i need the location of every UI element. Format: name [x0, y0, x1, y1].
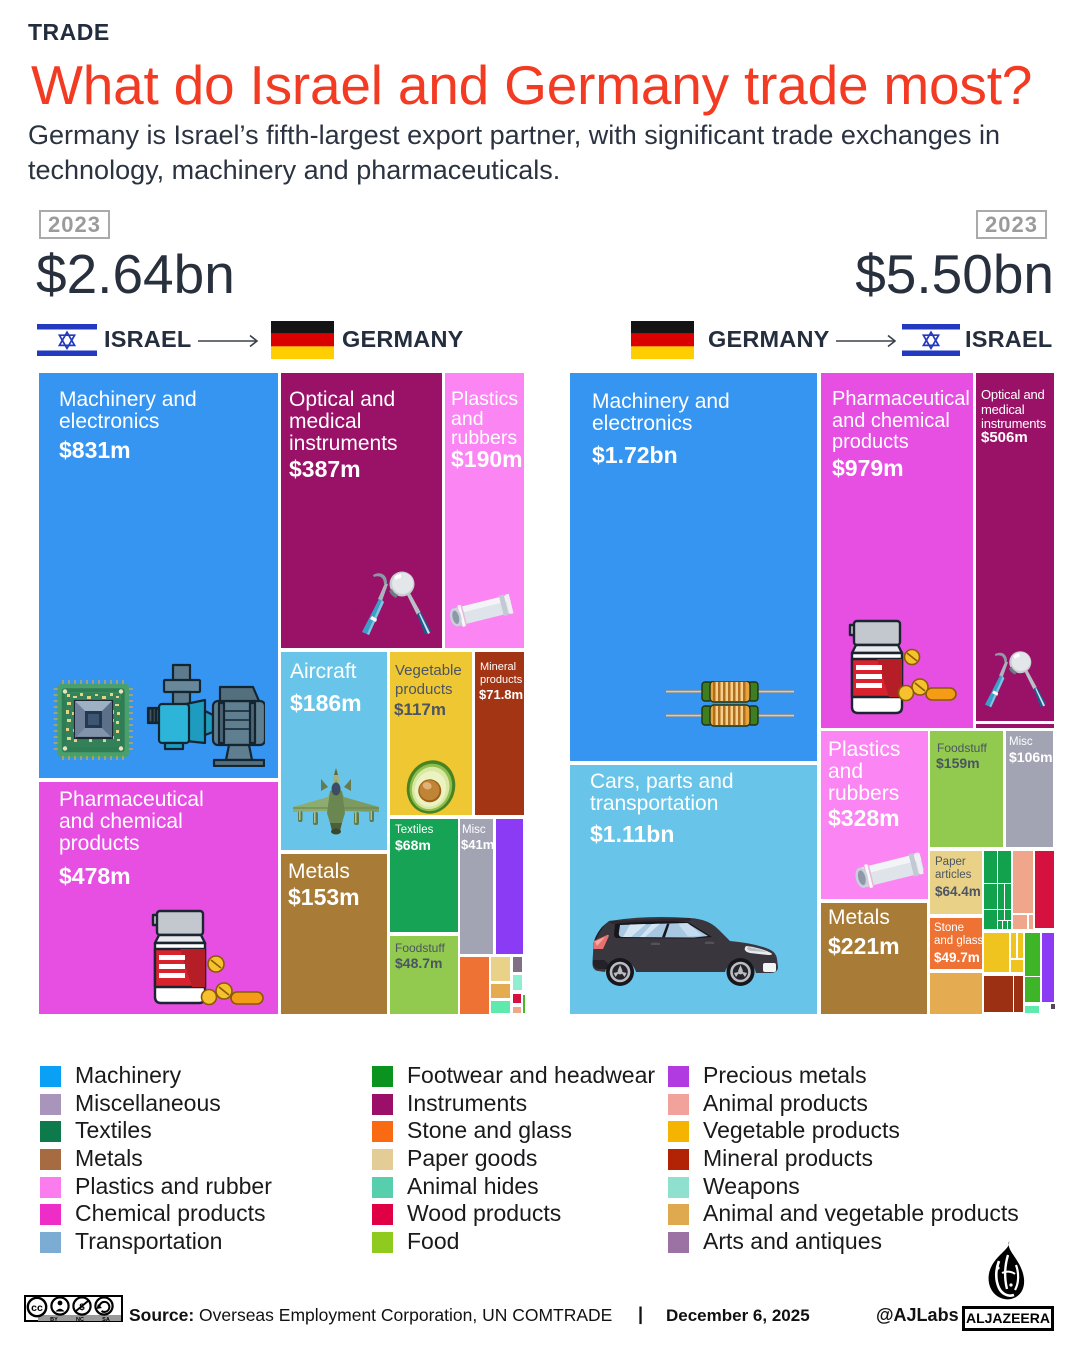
svg-text:SA: SA [102, 1317, 110, 1323]
svg-text:$: $ [79, 1302, 85, 1313]
svg-text:NC: NC [76, 1317, 84, 1323]
svg-text:BY: BY [50, 1317, 58, 1323]
svg-text:cc: cc [31, 1302, 43, 1314]
